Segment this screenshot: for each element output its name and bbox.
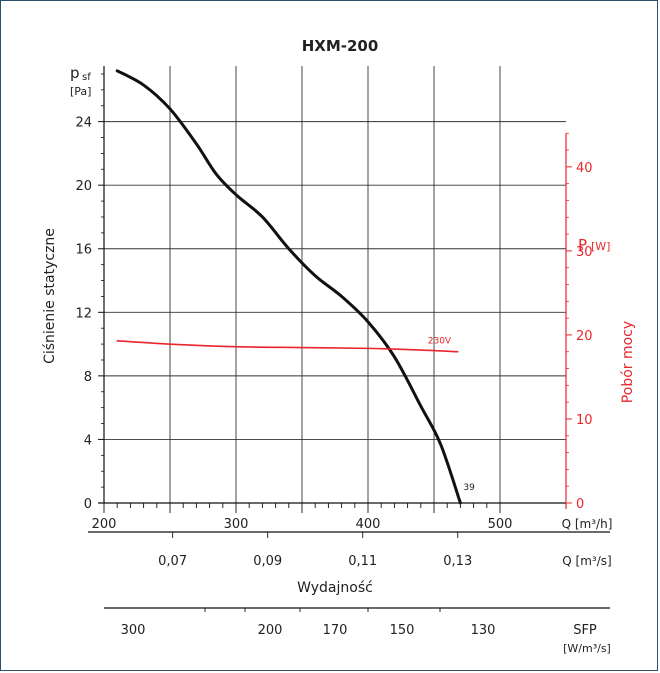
secondary-tick-label: 0,11 bbox=[348, 554, 377, 569]
y-right-tick-label: 30 bbox=[576, 245, 593, 260]
secondary-tick-label: 0,13 bbox=[443, 554, 472, 569]
sfp-tick-label: 150 bbox=[390, 623, 415, 638]
y-right-tick-label: 20 bbox=[576, 329, 593, 344]
sfp-tick-label: 170 bbox=[323, 623, 348, 638]
grid bbox=[104, 66, 566, 503]
y-left-tick-label: 12 bbox=[75, 306, 92, 321]
secondary-axis-title: Wydajność bbox=[297, 580, 373, 596]
y-right-title: Pobór mocy bbox=[620, 321, 636, 403]
y-left-tick-label: 8 bbox=[84, 370, 92, 385]
y-left-unit-sub: sf bbox=[82, 72, 91, 83]
sfp-tick-label: 200 bbox=[258, 623, 283, 638]
curves bbox=[115, 69, 462, 505]
sfp-tick-label: 130 bbox=[471, 623, 496, 638]
labels: 0 4 8 12 16 20 24 0 10 20 30 40 200 300 400 500 Q [m³/h]… bbox=[42, 64, 636, 655]
y-right-tick-label: 10 bbox=[576, 413, 593, 428]
sfp-unit-label: SFP bbox=[573, 623, 597, 638]
y-left-tick-label: 24 bbox=[75, 116, 92, 131]
series-230V-line bbox=[116, 340, 459, 353]
x-tick-label: 300 bbox=[224, 517, 249, 532]
y-left-tick-label: 20 bbox=[75, 179, 92, 194]
y-right-unit: [W] bbox=[591, 240, 610, 253]
curve-end-label: 39 bbox=[463, 483, 475, 493]
series-pressure-line bbox=[115, 69, 462, 505]
x-tick-label: 400 bbox=[356, 517, 381, 532]
y-right-tick-label: 40 bbox=[576, 161, 593, 176]
y-left-tick-label: 4 bbox=[84, 433, 92, 448]
sfp-tick-label: 300 bbox=[121, 623, 146, 638]
x-unit-label: Q [m³/h] bbox=[562, 517, 613, 531]
y-left-title: Ciśnienie statyczne bbox=[42, 228, 58, 364]
y-right-tick-label: 0 bbox=[576, 497, 584, 512]
secondary-tick-label: 0,07 bbox=[158, 554, 187, 569]
axes bbox=[88, 66, 610, 612]
y-left-tick-label: 0 bbox=[84, 497, 92, 512]
y-right-unit-symbol: P bbox=[578, 236, 587, 254]
y-left-tick-label: 16 bbox=[75, 243, 92, 258]
chart-title: HXM-200 bbox=[302, 37, 379, 55]
secondary-tick-label: 0,09 bbox=[253, 554, 282, 569]
y-left-unit: [Pa] bbox=[70, 85, 91, 98]
secondary-unit-label: Q [m³/s] bbox=[562, 554, 611, 568]
x-tick-label: 200 bbox=[92, 517, 117, 532]
voltage-label: 230V bbox=[428, 337, 452, 347]
y-left-unit-symbol: p bbox=[70, 64, 80, 82]
sfp-unit2-label: [W/m³/s] bbox=[563, 642, 611, 655]
x-tick-label: 500 bbox=[488, 517, 513, 532]
